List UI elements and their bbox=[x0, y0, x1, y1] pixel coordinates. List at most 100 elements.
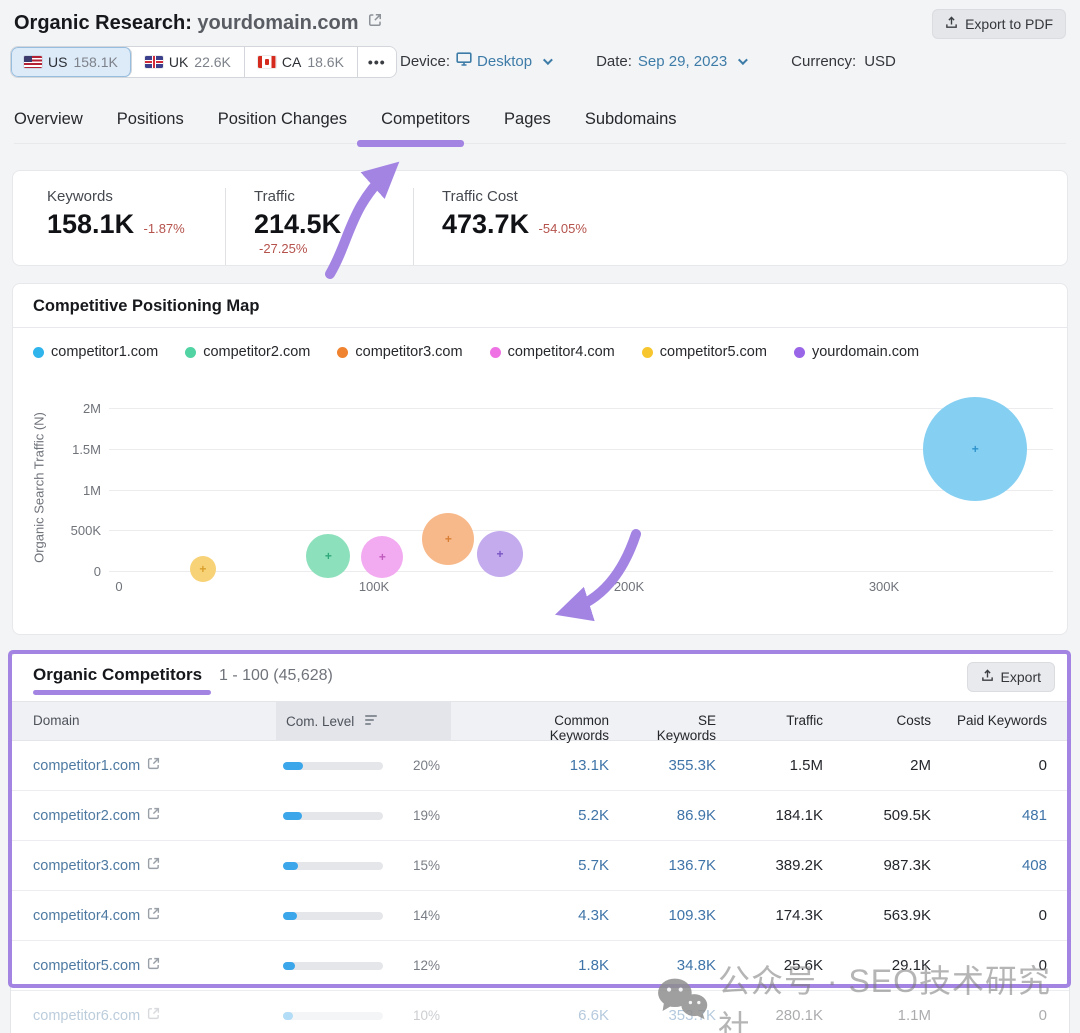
column-header-paid-keywords[interactable]: Paid Keywords bbox=[937, 713, 1047, 728]
tab-overview[interactable]: Overview bbox=[14, 110, 83, 129]
external-link-icon[interactable] bbox=[368, 10, 382, 33]
traffic-value: 25.6K bbox=[743, 957, 823, 974]
bubble-competitor2-com[interactable]: + bbox=[306, 534, 350, 578]
external-link-icon[interactable] bbox=[147, 907, 160, 924]
more-countries-button[interactable]: ••• bbox=[358, 47, 396, 77]
country-keyword-count: 18.6K bbox=[307, 54, 344, 70]
common-keywords-value[interactable]: 5.2K bbox=[529, 807, 609, 824]
table-header-row: Domain Com. Level Common Keywords SE Key… bbox=[11, 701, 1069, 741]
country-code: US bbox=[48, 54, 67, 70]
summary-stats-card: Keywords 158.1K -1.87% Traffic 214.5K -2… bbox=[12, 170, 1068, 266]
column-header-se-keywords[interactable]: SE Keywords bbox=[636, 713, 716, 743]
organic-research-page: Organic Research: yourdomain.com Export … bbox=[0, 0, 1080, 1033]
paid-keywords-value: 0 bbox=[937, 957, 1047, 974]
external-link-icon[interactable] bbox=[147, 1007, 160, 1024]
column-header-domain[interactable]: Domain bbox=[33, 713, 80, 728]
gridline bbox=[109, 530, 1053, 531]
se-keywords-value[interactable]: 136.7K bbox=[636, 857, 716, 874]
legend-item-competitor2-com[interactable]: competitor2.com bbox=[185, 344, 310, 360]
legend-item-competitor4-com[interactable]: competitor4.com bbox=[490, 344, 615, 360]
external-link-icon[interactable] bbox=[147, 857, 160, 874]
domain-link[interactable]: competitor5.com bbox=[33, 958, 140, 974]
legend-label: competitor5.com bbox=[660, 344, 767, 360]
competition-level-bar bbox=[283, 1012, 383, 1020]
x-axis-tick: 0 bbox=[115, 579, 122, 594]
domain-link[interactable]: competitor3.com bbox=[33, 858, 140, 874]
competition-level-value: 20% bbox=[413, 758, 440, 773]
legend-item-competitor5-com[interactable]: competitor5.com bbox=[642, 344, 767, 360]
legend-item-competitor1-com[interactable]: competitor1.com bbox=[33, 344, 158, 360]
stat-keywords-change: -1.87% bbox=[144, 221, 185, 236]
export-table-button[interactable]: Export bbox=[967, 662, 1055, 692]
se-keywords-value[interactable]: 353.7K bbox=[636, 1007, 716, 1024]
bubble-competitor3-com[interactable]: + bbox=[422, 513, 474, 565]
se-keywords-value[interactable]: 355.3K bbox=[636, 757, 716, 774]
legend-item-yourdomain-com[interactable]: yourdomain.com bbox=[794, 344, 919, 360]
tab-positions[interactable]: Positions bbox=[117, 110, 184, 129]
stat-traffic-cost-change: -54.05% bbox=[539, 221, 587, 236]
competitors-tab-highlight-annotation bbox=[357, 140, 464, 147]
common-keywords-value[interactable]: 5.7K bbox=[529, 857, 609, 874]
competition-level-bar bbox=[283, 762, 383, 770]
se-keywords-value[interactable]: 109.3K bbox=[636, 907, 716, 924]
column-header-com-level[interactable]: Com. Level bbox=[286, 713, 377, 729]
date-selector[interactable]: Sep 29, 2023 bbox=[638, 53, 745, 70]
common-keywords-value[interactable]: 1.8K bbox=[529, 957, 609, 974]
legend-label: competitor3.com bbox=[355, 344, 462, 360]
paid-keywords-value[interactable]: 408 bbox=[937, 857, 1047, 874]
domain-link[interactable]: competitor1.com bbox=[33, 758, 140, 774]
competitive-positioning-map-card: Competitive Positioning Map competitor1.… bbox=[12, 283, 1068, 635]
bubble-competitor1-com[interactable]: + bbox=[923, 397, 1027, 501]
common-keywords-value[interactable]: 13.1K bbox=[529, 757, 609, 774]
country-keyword-count: 22.6K bbox=[194, 54, 231, 70]
external-link-icon[interactable] bbox=[147, 757, 160, 774]
domain-link[interactable]: competitor4.com bbox=[33, 908, 140, 924]
tab-subdomains[interactable]: Subdomains bbox=[585, 110, 677, 129]
se-keywords-value[interactable]: 34.8K bbox=[636, 957, 716, 974]
external-link-icon[interactable] bbox=[147, 807, 160, 824]
competition-level-bar bbox=[283, 912, 383, 920]
country-tab-uk[interactable]: UK22.6K bbox=[132, 47, 245, 77]
country-selector: US 158.1K UK22.6KCA18.6K••• bbox=[10, 46, 397, 78]
currency-value: USD bbox=[864, 53, 896, 70]
y-axis-tick: 2M bbox=[25, 401, 101, 416]
common-keywords-value[interactable]: 4.3K bbox=[529, 907, 609, 924]
country-tab-ca[interactable]: CA18.6K bbox=[245, 47, 358, 77]
table-row: competitor5.com 12% 1.8K 34.8K 25.6K 29.… bbox=[11, 941, 1069, 991]
y-axis-tick: 1.5M bbox=[25, 442, 101, 457]
tab-competitors[interactable]: Competitors bbox=[381, 110, 470, 129]
legend-dot-icon bbox=[794, 347, 805, 358]
tab-position-changes[interactable]: Position Changes bbox=[218, 110, 347, 129]
bubble-competitor4-com[interactable]: + bbox=[361, 536, 403, 578]
upload-icon bbox=[981, 669, 994, 685]
legend-item-competitor3-com[interactable]: competitor3.com bbox=[337, 344, 462, 360]
sort-descending-icon[interactable] bbox=[365, 713, 377, 725]
flag-ca-icon bbox=[258, 56, 276, 68]
column-header-traffic[interactable]: Traffic bbox=[743, 713, 823, 728]
external-link-icon[interactable] bbox=[147, 957, 160, 974]
y-axis-tick: 500K bbox=[25, 523, 101, 538]
organic-competitors-card: Organic Competitors 1 - 100 (45,628) Exp… bbox=[10, 652, 1070, 1033]
legend-dot-icon bbox=[337, 347, 348, 358]
legend-label: competitor4.com bbox=[508, 344, 615, 360]
country-keyword-count: 158.1K bbox=[73, 54, 117, 70]
bubble-center-marker: + bbox=[199, 563, 206, 575]
bubble-center-marker: + bbox=[972, 443, 979, 455]
common-keywords-value[interactable]: 6.6K bbox=[529, 1007, 609, 1024]
column-header-costs[interactable]: Costs bbox=[851, 713, 931, 728]
currency-label: Currency: bbox=[791, 53, 856, 70]
bubble-yourdomain-com[interactable]: + bbox=[477, 531, 523, 577]
paid-keywords-value: 0 bbox=[937, 757, 1047, 774]
column-header-common-keywords[interactable]: Common Keywords bbox=[529, 713, 609, 743]
bubble-competitor5-com[interactable]: + bbox=[190, 556, 216, 582]
report-filters: Device: Desktop Date: Sep 29, 2023 Curre… bbox=[400, 52, 896, 70]
device-selector[interactable]: Desktop bbox=[456, 52, 550, 70]
country-tab-us[interactable]: US 158.1K bbox=[11, 47, 132, 77]
domain-link[interactable]: competitor6.com bbox=[33, 1008, 140, 1024]
gridline bbox=[109, 449, 1053, 450]
export-to-pdf-button[interactable]: Export to PDF bbox=[932, 9, 1066, 39]
domain-link[interactable]: competitor2.com bbox=[33, 808, 140, 824]
paid-keywords-value[interactable]: 481 bbox=[937, 807, 1047, 824]
se-keywords-value[interactable]: 86.9K bbox=[636, 807, 716, 824]
tab-pages[interactable]: Pages bbox=[504, 110, 551, 129]
